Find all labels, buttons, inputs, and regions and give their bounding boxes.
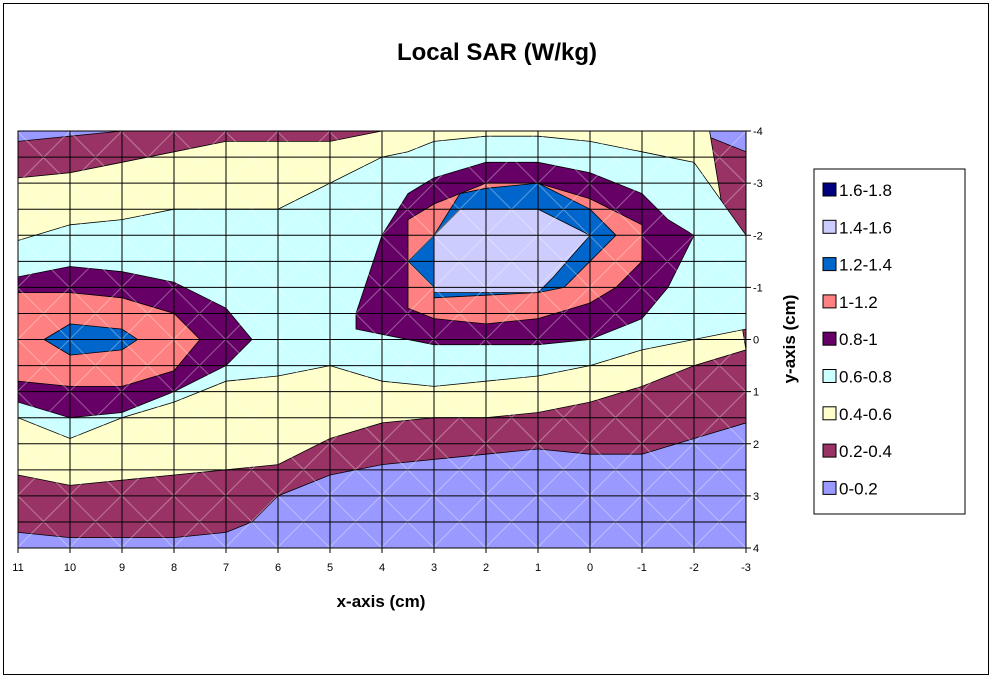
legend: 1.6-1.8 1.4-1.6 1.2-1.4 1-1.2 0.8-1 0.6-0.8 0.…: [813, 168, 966, 515]
chart-frame: Local SAR (W/kg) 11 10 9 8 7 6 5 4 3 2 1 0 -1 -2 -3 -4…: [3, 3, 989, 675]
y-tick-label: 0: [753, 335, 759, 347]
x-tick-label: 7: [223, 562, 229, 574]
chart-canvas: Local SAR (W/kg) 11 10 9 8 7 6 5 4 3 2 1 0 -1 -2 -3 -4…: [12, 39, 966, 611]
legend-label: 0.6-0.8: [839, 368, 892, 387]
legend-label: 0.8-1: [839, 330, 878, 349]
chart-title: Local SAR (W/kg): [397, 39, 597, 66]
hatch-line: [18, 131, 19, 132]
legend-swatch: [822, 257, 837, 272]
legend-label: 0.4-0.6: [839, 405, 892, 424]
hatch-line: [18, 339, 227, 548]
x-tick-label: 2: [483, 562, 489, 574]
legend-swatch: [822, 219, 837, 234]
legend-swatch: [822, 182, 837, 197]
x-tick-label: -1: [637, 562, 647, 574]
y-tick-label: 2: [753, 439, 759, 451]
x-tick-label: 10: [64, 562, 76, 574]
legend-box: [813, 168, 966, 515]
x-tick-label: -3: [741, 562, 751, 574]
x-tick-label: 4: [379, 562, 385, 574]
x-tick-label: 5: [327, 562, 333, 574]
y-tick-label: -4: [753, 126, 763, 138]
x-tick-label: 8: [171, 562, 177, 574]
y-tick-label: -2: [753, 230, 763, 242]
legend-swatch: [822, 369, 837, 383]
legend-swatch: [822, 331, 837, 346]
y-tick-label: 4: [753, 543, 759, 555]
legend-swatch: [822, 443, 837, 458]
x-axis-title: x-axis (cm): [337, 592, 426, 611]
legend-label: 1.6-1.8: [839, 181, 892, 200]
y-axis-ticks: -4 -3 -2 -1 0 1 2 3 4: [746, 126, 763, 555]
legend-swatch: [822, 480, 837, 495]
legend-label: 0-0.2: [839, 479, 878, 498]
y-tick-label: -3: [753, 178, 763, 190]
legend-label: 1-1.2: [839, 293, 878, 312]
y-tick-label: 1: [753, 387, 759, 399]
legend-swatch: [822, 406, 837, 421]
y-axis-title: y-axis (cm): [780, 295, 799, 384]
y-tick-label: -1: [753, 282, 763, 294]
hatch-line: [640, 131, 746, 237]
x-axis-ticks: 11 10 9 8 7 6 5 4 3 2 1 0 -1 -2 -3: [12, 548, 751, 574]
hatch-line: [588, 390, 746, 548]
hatch-line: [640, 442, 746, 548]
x-tick-label: 6: [275, 562, 281, 574]
legend-label: 0.2-0.4: [839, 442, 892, 461]
x-tick-label: 1: [535, 562, 541, 574]
x-tick-label: 11: [12, 562, 23, 574]
x-tick-label: 3: [431, 562, 437, 574]
legend-swatch: [822, 294, 837, 309]
y-tick-label: 3: [753, 491, 759, 503]
hatch-line: [18, 131, 123, 236]
hatch-line: [588, 131, 746, 289]
x-tick-label: -2: [689, 562, 699, 574]
x-tick-label: 0: [587, 562, 593, 574]
hatch-line: [18, 131, 227, 340]
hatch-line: [18, 547, 19, 548]
hatch-line: [18, 131, 175, 288]
x-tick-label: 9: [119, 562, 125, 574]
hatch-line: [18, 391, 175, 548]
legend-label: 1.4-1.6: [839, 218, 892, 237]
hatch-line: [18, 443, 123, 548]
legend-label: 1.2-1.4: [839, 256, 892, 275]
